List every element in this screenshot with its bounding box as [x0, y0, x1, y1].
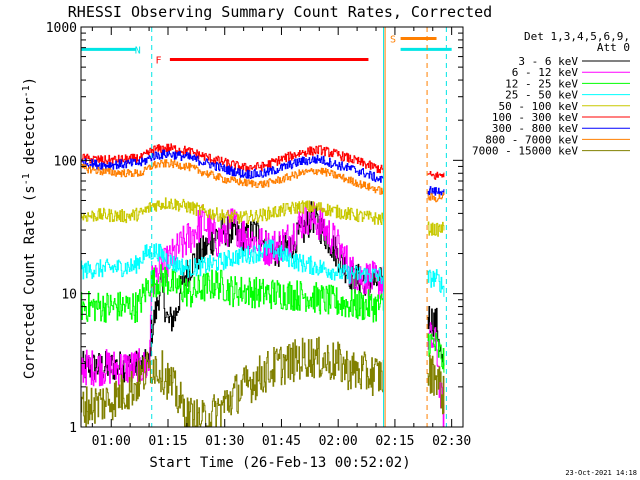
y-axis-label: Corrected Count Rate (s-1 detector-1) [21, 77, 39, 379]
plot-frame [80, 26, 464, 428]
y-axis-label-end: ) [22, 77, 38, 85]
series-line-6-segment-1 [427, 186, 445, 196]
y-tick-label-0: 1 [69, 421, 77, 436]
series-line-5-segment-1 [427, 171, 445, 180]
x-tick-label-5: 02:15 [375, 434, 414, 449]
series-line-8-segment-1 [427, 354, 445, 415]
x-tick-label-1: 01:15 [148, 434, 187, 449]
series-line-5-segment-0 [81, 143, 384, 174]
vlines-layer [151, 27, 447, 427]
x-tick-label-6: 02:30 [432, 434, 471, 449]
legend-label-0: 3 - 6 keV [518, 55, 578, 68]
series-line-7-segment-1 [427, 192, 445, 203]
y-tick-label-3: 1000 [46, 21, 77, 36]
series-line-8-segment-0 [81, 336, 384, 427]
y-axis-label-mid: detector [22, 97, 38, 173]
x-tick-label-2: 01:30 [205, 434, 244, 449]
series-line-1-segment-0 [81, 201, 384, 387]
y-tick-label-1: 10 [61, 288, 77, 303]
y-axis: 1 10 100 1000 [46, 21, 463, 436]
x-axis-label: Start Time (26-Feb-13 00:52:02) [149, 455, 410, 471]
flag-S-label: S [390, 34, 396, 45]
y-axis-label-exp1: -1 [21, 173, 32, 185]
series-line-3-segment-0 [81, 239, 384, 284]
legend-header-line2: Att 0 [597, 41, 630, 54]
flags-layer: N F S [81, 34, 452, 67]
series-line-2-segment-1 [427, 332, 445, 373]
chart-title: RHESSI Observing Summary Count Rates, Co… [68, 3, 492, 21]
series-line-7-segment-0 [81, 159, 384, 195]
legend-label-5: 100 - 300 keV [492, 111, 578, 124]
legend-header-line1: Det 1,3,4,5,6,9, [524, 30, 630, 43]
x-axis: 01:00 01:15 01:30 01:45 02:00 02:15 02:30 [92, 27, 471, 449]
legend-label-8: 7000 - 15000 keV [472, 145, 578, 158]
y-axis-label-exp2: -1 [21, 85, 32, 97]
legend-label-7: 800 - 7000 keV [485, 133, 578, 146]
series-line-6-segment-0 [81, 149, 384, 183]
flag-N-label: N [135, 45, 141, 56]
series-line-4-segment-1 [427, 221, 445, 237]
y-tick-label-2: 100 [54, 154, 77, 169]
legend-label-3: 25 - 50 keV [505, 89, 578, 102]
data-layer [81, 143, 445, 427]
series-line-3-segment-1 [427, 269, 445, 297]
x-tick-label-0: 01:00 [92, 434, 131, 449]
flag-F-label: F [156, 56, 162, 67]
legend-label-1: 6 - 12 keV [512, 66, 579, 79]
y-axis-label-main: Corrected Count Rate (s [22, 185, 38, 379]
series-line-2-segment-0 [81, 264, 384, 323]
legend-label-6: 300 - 800 keV [492, 122, 578, 135]
legend-label-2: 12 - 25 keV [505, 77, 578, 90]
series-line-4-segment-0 [81, 197, 384, 225]
legend-label-4: 50 - 100 keV [499, 100, 579, 113]
footer-timestamp: 23-Oct-2021 14:18 [565, 469, 637, 477]
x-tick-label-4: 02:00 [319, 434, 358, 449]
x-tick-label-3: 01:45 [262, 434, 301, 449]
